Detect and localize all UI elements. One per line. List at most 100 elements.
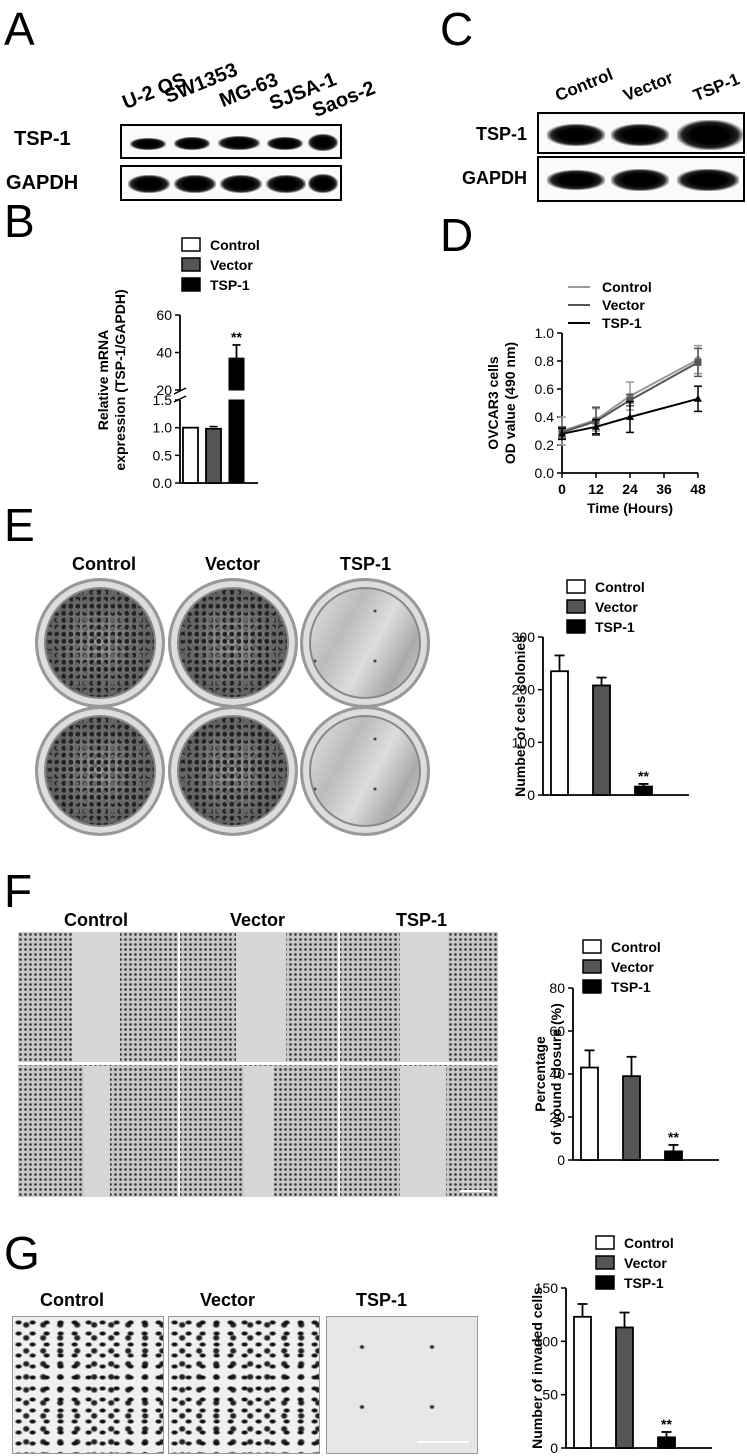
data-point [694, 358, 702, 366]
y-tick-label: 0.2 [535, 437, 555, 453]
x-tick-label: 24 [622, 481, 638, 497]
lane-label: Vector [620, 67, 676, 106]
colony-dish [35, 578, 165, 708]
y-tick-label: 20 [549, 1109, 565, 1125]
bar-control [580, 1066, 599, 1161]
legend-swatch [181, 257, 201, 272]
legend-label: Control [611, 939, 661, 955]
y-tick-label: 100 [512, 734, 536, 750]
invasion-image [168, 1316, 320, 1454]
y-tick-label: 0 [557, 1152, 565, 1168]
axis-break [173, 395, 187, 403]
y-tick-label: 80 [549, 980, 565, 996]
bar-tsp-1 [664, 1150, 683, 1161]
y-tick-label: 40 [549, 1066, 565, 1082]
chart-d: Control Vector TSP-1 0.0 0.2 0.4 0.6 0.8 1.0 0 12 2… [485, 279, 706, 516]
legend-label: Vector [611, 959, 654, 975]
x-axis-label: Time (Hours) [587, 500, 673, 516]
axis-break [173, 387, 187, 395]
data-point [694, 394, 702, 402]
y-axis-label: Number of invaded cells [529, 1287, 545, 1449]
y-tick-label: 0.0 [535, 465, 555, 481]
y-tick-label: 1.5 [153, 392, 173, 408]
data-point [592, 422, 600, 430]
y-axis-label: OD value (490 nm) [502, 342, 518, 464]
legend-swatch [181, 277, 201, 292]
y-axis-label: of wound closure (%) [548, 1003, 564, 1145]
legend-label: Control [624, 1235, 674, 1251]
significance-marker: ** [231, 329, 242, 345]
western-blot-tsp1 [120, 124, 342, 159]
blot-row-label: GAPDH [462, 168, 528, 188]
blot-row-label: TSP-1 [476, 124, 528, 144]
y-axis-label: Number of cels colonies [512, 635, 528, 797]
legend-label: TSP-1 [595, 619, 635, 635]
column-header: Control [64, 910, 128, 930]
legend-label: Control [210, 237, 260, 253]
panel-label-c: C [440, 3, 474, 55]
y-tick-label: 0 [550, 1440, 558, 1456]
bar-tsp-1-lower [228, 399, 245, 484]
scale-bar [460, 1190, 490, 1192]
blot-row-label: TSP-1 [14, 128, 71, 150]
legend-swatch [566, 619, 586, 634]
y-tick-label: 1.0 [535, 325, 555, 341]
legend-swatch [181, 237, 201, 252]
x-tick-label: 48 [690, 481, 706, 497]
legend-swatch [595, 1255, 615, 1270]
y-tick-label: 0.5 [153, 447, 173, 463]
colony-dish [300, 578, 430, 708]
legend-label: Vector [210, 257, 253, 273]
significance-marker: ** [661, 1416, 672, 1432]
lane-label: TSP-1 [690, 69, 743, 106]
lane-label: Control [552, 64, 616, 106]
x-tick-label: 0 [558, 481, 566, 497]
panel-label-g: G [4, 1227, 40, 1279]
legend-label: TSP-1 [611, 979, 651, 995]
column-header: Vector [205, 554, 261, 574]
y-tick-label: 50 [542, 1387, 558, 1403]
legend-swatch [595, 1275, 615, 1290]
column-header: Control [72, 554, 136, 574]
bar-vector [622, 1075, 641, 1161]
y-tick-label: 40 [156, 345, 172, 361]
series-line-tsp-1 [561, 397, 699, 435]
bar-control [573, 1315, 592, 1449]
y-tick-label: 0.0 [153, 475, 173, 491]
significance-marker: ** [668, 1129, 679, 1145]
data-point [626, 396, 634, 404]
data-point [626, 413, 634, 420]
column-header: Control [40, 1290, 104, 1310]
x-tick-label: 36 [656, 481, 672, 497]
y-tick-label: 200 [512, 682, 536, 698]
panel-label-a: A [4, 3, 35, 55]
bar-tsp-1 [228, 357, 245, 391]
colony-dish [168, 578, 298, 708]
y-tick-label: 100 [535, 1333, 559, 1349]
legend-label: Control [595, 579, 645, 595]
bar-control [550, 670, 569, 796]
bar-tsp-1 [657, 1436, 676, 1449]
significance-marker: ** [638, 768, 649, 784]
y-tick-label: 1.0 [153, 420, 173, 436]
legend-label: TSP-1 [624, 1275, 664, 1291]
bar-vector [615, 1326, 634, 1449]
western-blot-c-tsp1 [537, 112, 745, 154]
panel-label-b: B [4, 195, 35, 247]
legend-label: Control [602, 279, 652, 295]
scale-bar [417, 1441, 469, 1443]
column-header: TSP-1 [356, 1290, 408, 1310]
legend-swatch [595, 1235, 615, 1250]
western-blot-c-gapdh [537, 156, 745, 202]
bar-tsp-1 [634, 785, 653, 796]
column-header: Vector [200, 1290, 256, 1310]
y-tick-label: 60 [549, 1023, 565, 1039]
colony-dish [35, 706, 165, 836]
colony-dish [168, 706, 298, 836]
legend-label: Vector [602, 297, 645, 313]
y-tick-label: 20 [156, 382, 172, 398]
y-tick-label: 300 [512, 629, 536, 645]
y-axis-label: Percentage [532, 1036, 548, 1112]
western-blot-gapdh [120, 165, 342, 201]
